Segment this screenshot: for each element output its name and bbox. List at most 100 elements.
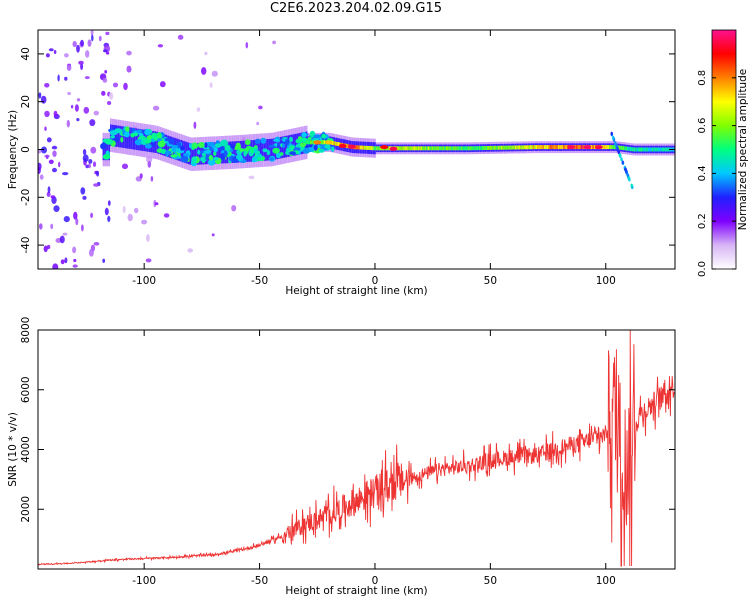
- noise-speckle: [159, 81, 166, 88]
- signal-blob: [213, 151, 217, 156]
- signal-blob: [201, 152, 206, 157]
- noise-speckle: [211, 70, 218, 77]
- ridge-core: [649, 147, 651, 152]
- ridge-core: [660, 147, 662, 152]
- descending-trace: [612, 136, 615, 140]
- band-outer: [183, 141, 186, 163]
- spectrogram-ytick-label: 20: [20, 95, 32, 108]
- ridge-core: [530, 145, 532, 150]
- ridge-core: [449, 146, 452, 151]
- ridge-core: [424, 146, 427, 151]
- ridge-core: [622, 146, 625, 151]
- noise-speckle: [152, 105, 160, 111]
- ridge-core: [491, 145, 493, 150]
- band-outer: [106, 138, 109, 161]
- noise-speckle: [90, 212, 93, 218]
- snr-ytick-label: 8000: [20, 317, 32, 344]
- spectrogram-ytick-label: -20: [20, 189, 32, 206]
- snr-ytick-label: 4000: [20, 436, 32, 463]
- signal-blob: [213, 156, 219, 161]
- noise-speckle: [80, 39, 84, 47]
- noise-speckle: [50, 195, 56, 199]
- ridge-core: [620, 145, 622, 150]
- ridge-core: [401, 146, 403, 151]
- noise-speckle: [96, 170, 100, 177]
- band-outer: [124, 126, 127, 149]
- ridge-core: [535, 145, 537, 150]
- noise-speckle: [104, 70, 108, 74]
- ridge-core: [651, 147, 654, 152]
- colorbar-tick-label: 0.8: [697, 70, 708, 86]
- noise-speckle: [126, 50, 132, 56]
- ridge-core: [513, 145, 515, 150]
- noise-speckle: [76, 118, 80, 122]
- signal-blob: [262, 148, 268, 153]
- ridge-core: [654, 147, 657, 152]
- band-outer: [110, 124, 112, 146]
- ridge-core: [440, 146, 442, 151]
- ridge-core: [405, 146, 407, 151]
- signal-blob: [213, 147, 218, 153]
- ridge-core: [430, 146, 432, 151]
- noise-speckle: [93, 183, 100, 187]
- band-outer: [117, 125, 120, 148]
- ridge-core: [523, 145, 525, 150]
- band-outer: [132, 127, 134, 150]
- signal-blob: [289, 145, 295, 150]
- ridge-core: [553, 145, 555, 150]
- ridge-core: [415, 146, 417, 151]
- noise-speckle: [45, 155, 49, 160]
- signal-blob: [220, 139, 228, 147]
- ridge-core: [332, 141, 334, 145]
- ridge-core: [611, 145, 614, 150]
- noise-speckle: [101, 90, 106, 96]
- spectrogram-xtick-label: 50: [484, 275, 497, 287]
- band-outer: [108, 138, 110, 161]
- noise-speckle: [50, 223, 54, 230]
- signal-blob: [144, 143, 152, 149]
- band-outer: [233, 141, 236, 163]
- ridge-core: [411, 146, 413, 151]
- noise-speckle: [92, 161, 97, 167]
- signal-blob: [269, 157, 274, 161]
- noise-speckle: [146, 234, 150, 242]
- ridge-core: [321, 140, 323, 145]
- noise-speckle: [89, 248, 94, 257]
- ridge-core: [561, 145, 564, 150]
- ridge-core: [560, 145, 562, 150]
- noise-speckle: [112, 82, 119, 88]
- noise-speckle: [147, 161, 152, 168]
- signal-blob: [268, 144, 275, 148]
- band-outer: [165, 134, 168, 157]
- axes-layer: -100 -50 0 50 100 -40 -20 0 20 40 Height of straig…: [7, 29, 749, 597]
- ridge-core: [632, 147, 634, 152]
- spectrogram-xtick-label: -100: [132, 275, 156, 287]
- noise-speckle: [58, 161, 61, 168]
- signal-blob: [233, 146, 242, 150]
- ridge-core: [564, 145, 567, 150]
- noise-speckle: [46, 137, 52, 143]
- noise-speckle: [44, 83, 50, 88]
- ridge-core: [474, 146, 477, 151]
- ridge-core: [471, 146, 474, 151]
- ridge-core: [531, 145, 533, 150]
- noise-speckle: [245, 42, 249, 49]
- noise-speckle: [61, 172, 69, 176]
- ridge-core: [607, 145, 609, 150]
- ridge-core: [423, 146, 425, 151]
- noise-speckle: [72, 264, 78, 268]
- ridge-core: [452, 146, 454, 151]
- signal-blob: [110, 135, 115, 139]
- noise-speckle: [80, 63, 84, 70]
- noise-speckle: [64, 257, 68, 264]
- noise-speckle: [88, 163, 91, 169]
- ridge-core: [372, 146, 374, 151]
- ridge-core: [466, 146, 468, 151]
- ridge-core: [480, 146, 482, 151]
- ridge-core: [458, 146, 460, 151]
- ridge-core: [593, 145, 596, 150]
- noise-speckle: [201, 67, 207, 75]
- ridge-core: [431, 146, 434, 151]
- ridge-core: [505, 145, 507, 150]
- signal-blob: [157, 140, 166, 148]
